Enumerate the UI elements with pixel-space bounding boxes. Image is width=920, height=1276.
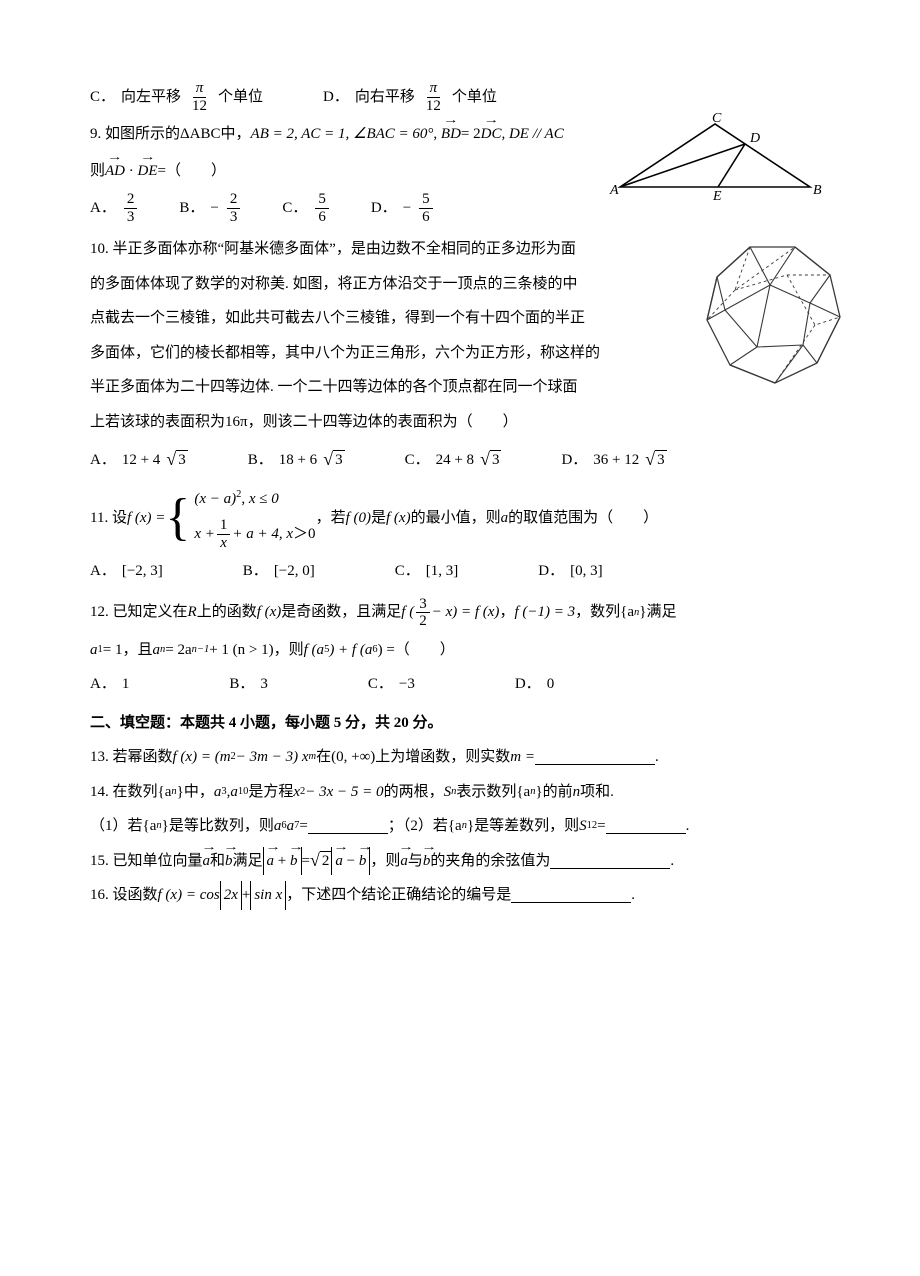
q15: 15. 已知单位向量 a 和 b 满足 a + b = √2 a − b ，则 …: [90, 847, 850, 876]
svg-text:A: A: [609, 183, 619, 198]
math: f (0): [346, 504, 371, 533]
fraction: π 12: [189, 80, 210, 114]
text: 个单位: [452, 83, 497, 112]
blank: [550, 853, 670, 869]
blank: [535, 749, 655, 765]
section2-header: 二、填空题：本题共 4 小题，每小题 5 分，共 20 分。: [90, 709, 850, 738]
math: ΔABC: [180, 120, 221, 149]
q12-line2: a1 = 1 ，且 an = 2an−1 + 1 (n > 1) ，则 f (a…: [90, 636, 850, 665]
text: 向右平移: [355, 83, 415, 112]
vector-dc: DC: [481, 120, 502, 149]
q10-l1: 10. 半正多面体亦称“阿基米德多面体”，是由边数不全相同的正多边形为面: [90, 235, 576, 264]
q13: 13. 若幂函数 f (x) = (m2 − 3m − 3) xm 在 (0, …: [90, 743, 850, 772]
text: 个单位: [218, 83, 263, 112]
text: 中，: [221, 120, 251, 149]
math: f (x) =: [127, 504, 165, 533]
vector-ad: AD: [105, 157, 125, 186]
math: f (x): [386, 504, 411, 533]
q16: 16. 设函数 f (x) = cos 2x + sin x ，下述四个结论正确…: [90, 881, 850, 910]
text: ，若: [316, 504, 346, 533]
math: AB = 2, AC = 1, ∠BAC = 60°: [251, 120, 434, 149]
text: 是: [371, 504, 386, 533]
q10-l3: 点截去一个三棱锥，如此共可截去八个三棱锥，得到一个有十四个面的半正: [90, 304, 585, 333]
fraction: π 12: [423, 80, 444, 114]
q14-line1: 14. 在数列 {an} 中， a3 , a10 是方程 x2 − 3x − 5…: [90, 778, 850, 807]
q8-opt-d: D． 向右平移 π 12 个单位: [323, 80, 497, 114]
q10-l5: 半正多面体为二十四等边体. 一个二十四等边体的各个顶点都在同一个球面: [90, 373, 578, 402]
blank: [308, 818, 388, 834]
q8-opt-c: C． 向左平移 π 12 个单位: [90, 80, 263, 114]
text: 11. 设: [90, 504, 127, 533]
q11-options: A．[−2, 3] B．[−2, 0] C．[1, 3] D．[0, 3]: [90, 557, 850, 586]
q10-l4: 多面体，它们的棱长都相等，其中八个为正三角形，六个为正方形，称这样的: [90, 339, 600, 368]
text: =（ ）: [158, 157, 226, 186]
math: 16π: [225, 408, 248, 437]
svg-text:C: C: [712, 112, 722, 126]
text: 向左平移: [121, 83, 181, 112]
q9: A B C D E 9. 如图所示的 ΔABC 中， AB = 2, AC = …: [90, 120, 850, 225]
text: 上若该球的表面积为: [90, 408, 225, 437]
blank: [511, 887, 631, 903]
blank: [606, 818, 686, 834]
vector-bd: BD: [441, 120, 461, 149]
q12-line1: 12. 已知定义在 R 上的函数 f (x) 是奇函数，且满足 f ( 32 −…: [90, 596, 850, 630]
piecewise: { (x − a)2, x ≤ 0 x + 1x + a + 4, x＞0: [165, 485, 315, 552]
q9-stem-pre: 9. 如图所示的: [90, 120, 180, 149]
q12-options: A．1 B．3 C．−3 D．0: [90, 670, 850, 699]
svg-text:E: E: [712, 189, 722, 202]
vector-de: DE: [138, 157, 158, 186]
q11: 11. 设 f (x) = { (x − a)2, x ≤ 0 x + 1x +…: [90, 485, 850, 552]
q10-l2: 的多面体体现了数学的对称美. 如图，将正方体沿交于一顶点的三条棱的中: [90, 270, 578, 299]
svg-text:D: D: [749, 131, 760, 146]
q8-options: C． 向左平移 π 12 个单位 D． 向右平移 π 12 个单位: [90, 80, 850, 114]
opt-label: D．: [323, 83, 349, 112]
q10-options: A． 12 + 4√3 B． 18 + 6√3 C． 24 + 8√3 D． 3…: [90, 446, 850, 475]
svg-text:B: B: [813, 183, 822, 198]
polyhedron-diagram: [695, 235, 850, 395]
math: a: [501, 504, 509, 533]
text: , DE // AC: [501, 120, 563, 149]
q10: 10. 半正多面体亦称“阿基米德多面体”，是由边数不全相同的正多边形为面 的多面…: [90, 235, 850, 475]
text: 的取值范围为（ ）: [508, 504, 658, 533]
text: 的最小值，则: [411, 504, 501, 533]
triangle-diagram: A B C D E: [600, 112, 830, 202]
text: ，则该二十四等边体的表面积为（ ）: [248, 408, 518, 437]
opt-label: C．: [90, 83, 115, 112]
